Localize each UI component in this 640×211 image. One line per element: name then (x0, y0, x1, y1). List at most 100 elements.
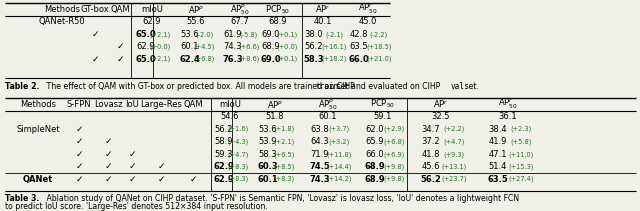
Text: PCP$_{50}$: PCP$_{50}$ (371, 98, 396, 111)
Text: (+4.3): (+4.3) (227, 138, 248, 145)
Text: 38.0: 38.0 (305, 30, 323, 39)
Text: AP$^r_{50}$: AP$^r_{50}$ (358, 2, 378, 16)
Text: PCP$_{50}$: PCP$_{50}$ (266, 3, 291, 15)
Text: (+8.3): (+8.3) (227, 176, 248, 183)
Text: (-2.0): (-2.0) (195, 31, 213, 38)
Text: Ablation study of QANet on CIHP dataset. 'S-FPN' is Semantic FPN, 'Lovasz' is lo: Ablation study of QANet on CIHP dataset.… (44, 194, 519, 203)
Text: ✓: ✓ (76, 125, 83, 134)
Text: (+4.7): (+4.7) (227, 151, 249, 157)
Text: QAM: QAM (183, 100, 203, 109)
Text: ✓: ✓ (104, 150, 112, 159)
Text: 74.5: 74.5 (310, 162, 330, 171)
Text: 67.7: 67.7 (230, 17, 250, 26)
Text: 76.3: 76.3 (223, 55, 243, 64)
Text: (+8.3): (+8.3) (273, 176, 294, 183)
Text: ✓: ✓ (76, 175, 83, 184)
Text: 60.1: 60.1 (258, 175, 278, 184)
Text: Methods: Methods (20, 100, 56, 109)
Text: 34.7: 34.7 (422, 125, 440, 134)
Text: ✓: ✓ (76, 137, 83, 146)
Text: 58.3: 58.3 (259, 150, 277, 159)
Text: 59.3: 59.3 (215, 150, 233, 159)
Text: (+1.8): (+1.8) (273, 126, 294, 133)
Text: 38.4: 38.4 (489, 125, 508, 134)
Text: (+2.3): (+2.3) (510, 126, 532, 133)
Text: (+3.7): (+3.7) (328, 126, 349, 133)
Text: (-5.8): (-5.8) (240, 31, 258, 38)
Text: 40.1: 40.1 (314, 17, 332, 26)
Text: (+0.0): (+0.0) (149, 43, 171, 50)
Text: 60.1: 60.1 (180, 42, 199, 51)
Text: (+4.5): (+4.5) (193, 43, 214, 50)
Text: S-FPN: S-FPN (67, 100, 92, 109)
Text: 66.0: 66.0 (365, 150, 384, 159)
Text: 60.1: 60.1 (319, 112, 337, 121)
Text: 63.5: 63.5 (349, 42, 368, 51)
Text: 74.3: 74.3 (310, 175, 330, 184)
Text: 53.6: 53.6 (259, 125, 277, 134)
Text: (+0.1): (+0.1) (276, 56, 298, 62)
Text: 59.1: 59.1 (374, 112, 392, 121)
Text: 36.1: 36.1 (499, 112, 517, 121)
Text: 68.9: 68.9 (365, 162, 385, 171)
Text: 51.4: 51.4 (489, 162, 507, 171)
Text: (+8.3): (+8.3) (227, 164, 248, 170)
Text: (-2.2): (-2.2) (370, 31, 388, 38)
Text: (+6.8): (+6.8) (193, 56, 214, 62)
Text: (+2.1): (+2.1) (149, 56, 171, 62)
Text: 63.5: 63.5 (488, 175, 508, 184)
Text: 62.4: 62.4 (180, 55, 200, 64)
Text: (+3.2): (+3.2) (328, 138, 349, 145)
Text: (+1.6): (+1.6) (227, 126, 248, 133)
Text: 62.9: 62.9 (214, 162, 234, 171)
Text: 68.9: 68.9 (262, 42, 280, 51)
Text: 63.8: 63.8 (310, 125, 330, 134)
Text: 62.9: 62.9 (214, 175, 234, 184)
Text: ✓: ✓ (116, 55, 124, 64)
Text: 61.9: 61.9 (224, 30, 243, 39)
Text: (-2.1): (-2.1) (325, 31, 343, 38)
Text: to predict IoU score. 'Large-Res' denotes 512×384 input resolution.: to predict IoU score. 'Large-Res' denote… (5, 202, 268, 211)
Text: IoU: IoU (125, 100, 139, 109)
Text: 71.9: 71.9 (311, 150, 329, 159)
Text: 62.9: 62.9 (143, 17, 161, 26)
Text: (+8.5): (+8.5) (273, 164, 294, 170)
Text: set and evaluated on CIHP: set and evaluated on CIHP (334, 82, 443, 91)
Text: (+6.8): (+6.8) (383, 138, 404, 145)
Text: 64.3: 64.3 (310, 137, 330, 146)
Text: ✓: ✓ (104, 175, 112, 184)
Text: ✓: ✓ (76, 162, 83, 171)
Text: 68.9: 68.9 (269, 17, 287, 26)
Text: (+23.7): (+23.7) (441, 176, 467, 183)
Text: (+11.8): (+11.8) (326, 151, 352, 157)
Text: (+21.0): (+21.0) (366, 56, 392, 62)
Text: 56.2: 56.2 (305, 42, 323, 51)
Text: 65.0: 65.0 (136, 55, 156, 64)
Text: Large-Res: Large-Res (140, 100, 182, 109)
Text: 62.9: 62.9 (137, 42, 156, 51)
Text: (+0.0): (+0.0) (276, 43, 298, 50)
Text: (+11.0): (+11.0) (508, 151, 534, 157)
Text: ✓: ✓ (92, 55, 99, 64)
Text: (+8.6): (+8.6) (238, 56, 260, 62)
Text: (+6.6): (+6.6) (238, 43, 260, 50)
Text: GT-box: GT-box (81, 5, 109, 14)
Text: (+2.1): (+2.1) (273, 138, 294, 145)
Text: QAM: QAM (110, 5, 130, 14)
Text: ✓: ✓ (157, 162, 164, 171)
Text: 65.9: 65.9 (365, 137, 384, 146)
Text: 41.9: 41.9 (489, 137, 507, 146)
Text: 56.2: 56.2 (215, 125, 233, 134)
Text: (+4.7): (+4.7) (444, 138, 465, 145)
Text: (+2.2): (+2.2) (444, 126, 465, 133)
Text: AP$^p$: AP$^p$ (188, 4, 204, 15)
Text: ✓: ✓ (104, 137, 112, 146)
Text: ✓: ✓ (116, 42, 124, 51)
Text: 65.0: 65.0 (136, 30, 156, 39)
Text: 37.2: 37.2 (422, 137, 440, 146)
Text: AP$^r$: AP$^r$ (316, 3, 331, 15)
Text: 69.0: 69.0 (262, 30, 280, 39)
Text: 42.8: 42.8 (349, 30, 368, 39)
Text: ✓: ✓ (157, 175, 164, 184)
Text: 54.6: 54.6 (221, 112, 239, 121)
